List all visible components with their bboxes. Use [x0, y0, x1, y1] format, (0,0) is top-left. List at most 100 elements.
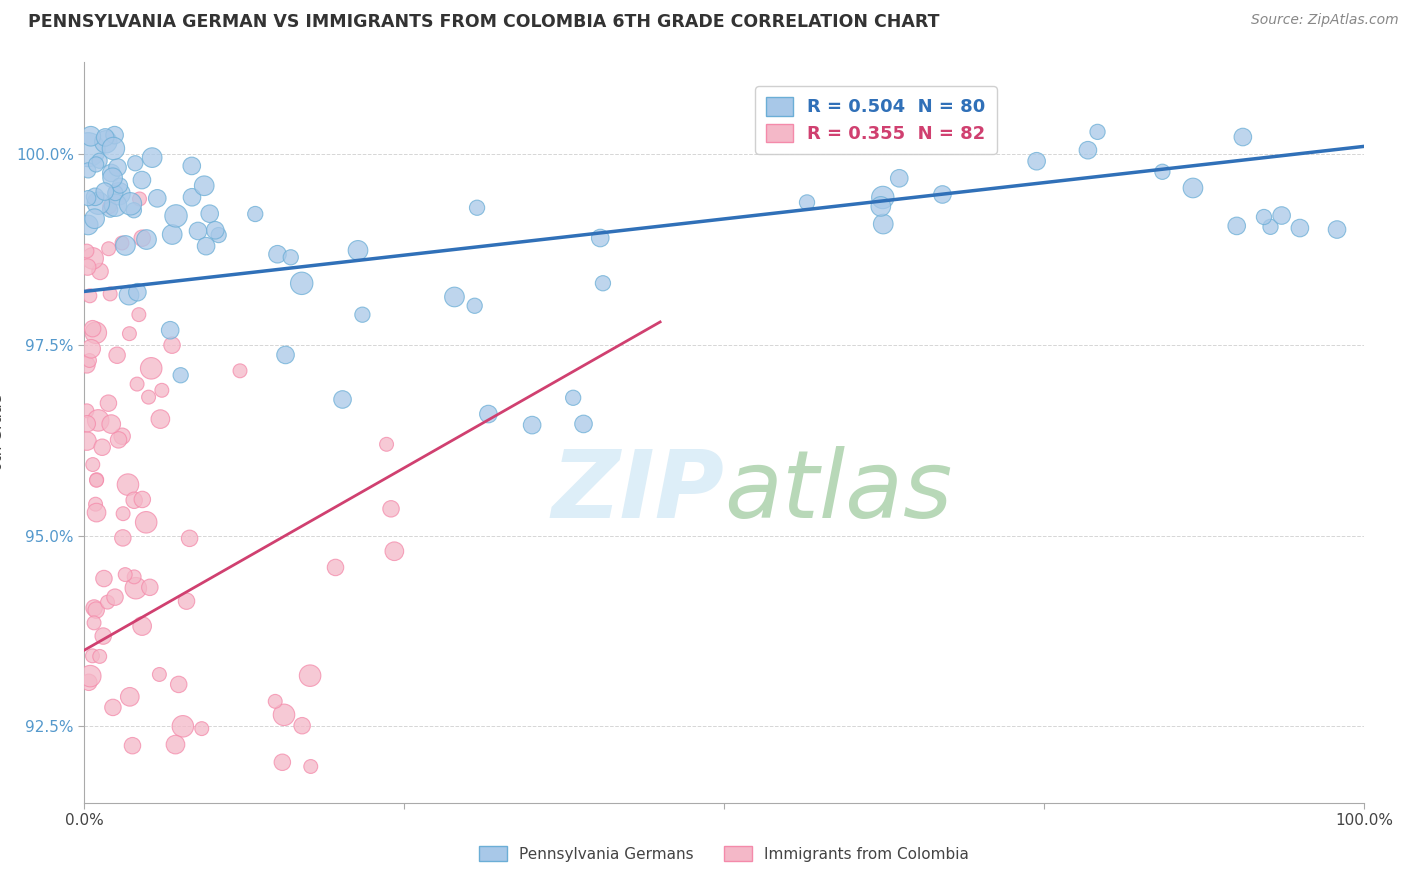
Point — [931, 187, 953, 202]
Point — [108, 186, 131, 201]
Point — [131, 619, 153, 633]
Point — [1181, 181, 1204, 195]
Text: ZIP: ZIP — [551, 446, 724, 538]
Point — [1326, 222, 1348, 236]
Point — [94, 185, 117, 199]
Point — [464, 299, 486, 313]
Point — [76, 434, 98, 448]
Point — [76, 417, 98, 431]
Point — [117, 477, 139, 491]
Point — [122, 203, 145, 218]
Point — [148, 667, 170, 681]
Point — [204, 223, 226, 237]
Point — [77, 191, 100, 205]
Point — [103, 141, 125, 155]
Point — [83, 615, 105, 630]
Point — [86, 473, 108, 487]
Point — [1260, 219, 1282, 234]
Point — [77, 163, 100, 178]
Point — [80, 129, 103, 144]
Point — [104, 186, 127, 200]
Point — [76, 260, 98, 274]
Point — [150, 384, 173, 398]
Point — [97, 242, 120, 256]
Point — [160, 338, 183, 352]
Point — [264, 694, 287, 708]
Point — [165, 209, 187, 223]
Point — [101, 170, 124, 185]
Point — [1152, 165, 1174, 179]
Point — [592, 277, 614, 291]
Point — [274, 348, 297, 362]
Point — [76, 244, 98, 258]
Point — [135, 233, 157, 247]
Point — [1289, 221, 1312, 235]
Text: atlas: atlas — [724, 446, 952, 537]
Point — [291, 719, 314, 733]
Point — [87, 413, 110, 427]
Point — [273, 707, 295, 722]
Point — [98, 200, 121, 214]
Point — [107, 433, 129, 447]
Point — [299, 759, 322, 773]
Point — [128, 192, 150, 206]
Point — [382, 544, 405, 558]
Point — [91, 629, 114, 643]
Point — [131, 173, 153, 187]
Point — [127, 285, 149, 300]
Point — [107, 161, 129, 175]
Point — [84, 157, 107, 171]
Point — [112, 507, 135, 521]
Point — [139, 580, 162, 594]
Point — [125, 581, 148, 595]
Point — [1087, 125, 1109, 139]
Point — [105, 348, 128, 362]
Point — [77, 218, 100, 232]
Point — [77, 143, 100, 157]
Point — [375, 437, 398, 451]
Point — [111, 531, 134, 545]
Point — [82, 458, 104, 472]
Point — [76, 358, 98, 372]
Point — [86, 473, 108, 487]
Text: PENNSYLVANIA GERMAN VS IMMIGRANTS FROM COLOMBIA 6TH GRADE CORRELATION CHART: PENNSYLVANIA GERMAN VS IMMIGRANTS FROM C… — [28, 13, 939, 31]
Point — [889, 171, 911, 186]
Point — [869, 199, 891, 213]
Point — [443, 290, 465, 304]
Point — [1077, 143, 1099, 157]
Point — [100, 166, 122, 180]
Point — [477, 407, 499, 421]
Point — [91, 440, 114, 454]
Point — [114, 238, 136, 252]
Point — [118, 288, 141, 302]
Point — [271, 756, 294, 770]
Point — [131, 231, 153, 245]
Point — [111, 429, 134, 443]
Point — [299, 668, 322, 682]
Point — [98, 202, 121, 217]
Point — [180, 159, 202, 173]
Text: Source: ZipAtlas.com: Source: ZipAtlas.com — [1251, 13, 1399, 28]
Point — [1232, 130, 1254, 145]
Point — [77, 675, 100, 690]
Point — [291, 277, 314, 291]
Point — [127, 377, 149, 392]
Point — [89, 153, 111, 168]
Point — [96, 595, 118, 609]
Point — [589, 231, 612, 245]
Point — [1025, 154, 1047, 169]
Point — [87, 196, 110, 211]
Point — [176, 594, 198, 608]
Point — [380, 501, 402, 516]
Point — [83, 211, 105, 226]
Point — [149, 412, 172, 426]
Point — [332, 392, 354, 407]
Point — [82, 252, 104, 266]
Point — [104, 198, 127, 212]
Point — [93, 572, 115, 586]
Point — [352, 308, 374, 322]
Point — [100, 417, 122, 431]
Point — [207, 228, 229, 243]
Point — [562, 391, 585, 405]
Point — [572, 417, 595, 431]
